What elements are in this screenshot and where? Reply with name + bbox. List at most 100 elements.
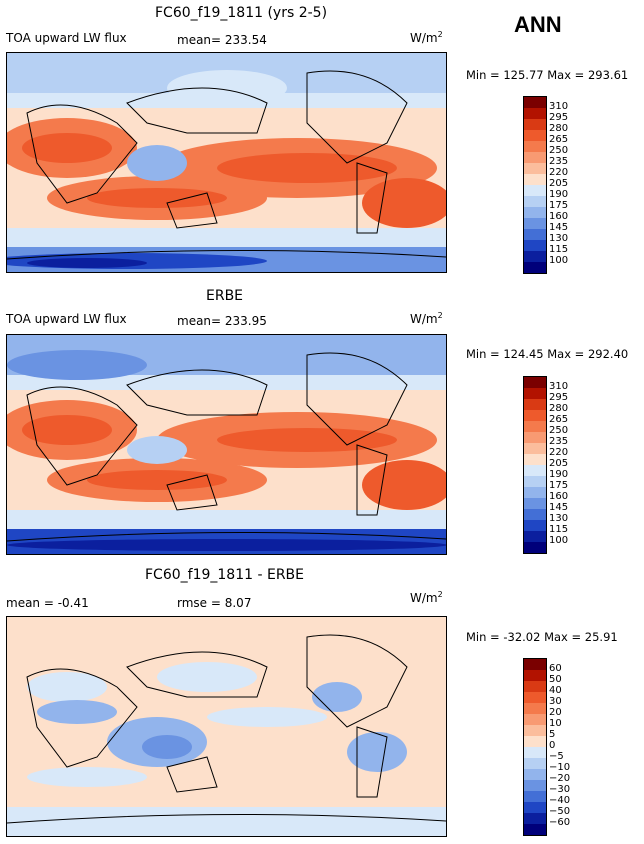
panel2-colorbar-band [524,388,546,399]
panel1-colorbar-tick-label: 160 [549,211,569,222]
panel3-colorbar-band [524,736,546,747]
panel1-colorbar-band [524,262,546,273]
panel3-colorbar-band [524,802,546,813]
panel2-colorbar-tick-label: 175 [549,480,569,491]
panel1-minmax: Min = 125.77 Max = 293.61 [466,68,629,82]
panel3-colorbar-tick-label: 20 [549,707,562,718]
panel1-variable: TOA upward LW flux [6,31,127,45]
panel2-colorbar-bands [524,377,546,553]
panel2-colorbar-tick-label: 145 [549,502,569,513]
panel3-title: FC60_f19_1811 - ERBE [145,567,304,583]
panel3-colorbar-band [524,769,546,780]
panel3-colorbar-ticks: 60 50 40 30 20 10 5 0 −5 −10 −20 −30 −40 −50 −60 [549,658,589,834]
panel2-colorbar-band [524,509,546,520]
panel2-title: ERBE [206,288,244,304]
panel1-colorbar-tick-label: 175 [549,200,569,211]
panel2-colorbar-band [524,443,546,454]
panel3-colorbar-tick-label: −20 [549,773,571,784]
panel2-minmax: Min = 124.45 Max = 292.40 [466,347,629,361]
panel2-colorbar-tick-label: 100 [549,535,569,546]
panel2-colorbar-tick-label: 295 [549,392,569,403]
panel2-colorbar-band [524,432,546,443]
panel2-colorbar-band [524,542,546,553]
panel3-colorbar-band [524,813,546,824]
panel3-colorbar-tick-label: −50 [549,806,571,817]
panel2-colorbar-band [524,465,546,476]
panel2-colorbar-tick-label: 250 [549,425,569,436]
panel1-colorbar-band [524,240,546,251]
panel3-colorbar-tick-label: 5 [549,729,556,740]
panel1-colorbar-tick-label: 265 [549,134,569,145]
panel2-variable: TOA upward LW flux [6,312,127,326]
panel3-colorbar-tick-label: −40 [549,795,571,806]
panel2-colorbar [523,376,547,554]
panel2-colorbar-band [524,476,546,487]
panel2-units: W/m2 [410,311,443,326]
panel2-colorbar-tick-label: 310 [549,381,569,392]
panel1-mean: mean= 233.54 [177,33,267,47]
panel3-colorbar-band [524,703,546,714]
panel2-colorbar-tick-label: 160 [549,491,569,502]
panel3-colorbar-tick-label: 0 [549,740,556,751]
panel2-colorbar-tick-label: 280 [549,403,569,414]
panel1-colorbar [523,96,547,274]
panel1-colorbar-band [524,218,546,229]
panel2-colorbar-band [524,399,546,410]
panel1-colorbar-band [524,152,546,163]
panel1-colorbar-tick-label: 220 [549,167,569,178]
panel3-colorbar-band [524,780,546,791]
panel1-colorbar-ticks: 310 295 280 265 250 235 220 205 190 175 160 145 130 1… [549,96,589,272]
panel1-colorbar-band [524,119,546,130]
panel3-colorbar-tick-label: 40 [549,685,562,696]
panel1-colorbar-band [524,97,546,108]
panel1-colorbar-band [524,141,546,152]
panel2-colorbar-band [524,421,546,432]
panel2-colorbar-band [524,520,546,531]
panel2-colorbar-band [524,487,546,498]
panel3-colorbar-band [524,670,546,681]
panel1-colorbar-tick-label: 190 [549,189,569,200]
panel1-colorbar-tick-label: 145 [549,222,569,233]
panel1-units-base: W/m [410,31,438,45]
panel3-units-base: W/m [410,591,438,605]
panel3-colorbar-bands [524,659,546,835]
panel1-colorbar-band [524,108,546,119]
panel2-colorbar-tick-label: 115 [549,524,569,535]
panel2-mean: mean= 233.95 [177,314,267,328]
panel3-rmse: rmse = 8.07 [177,596,252,610]
panel3-colorbar-tick-label: −5 [549,751,564,762]
panel2-colorbar-tick-label: 190 [549,469,569,480]
panel3-map-svg [7,617,446,836]
panel2-units-exp: 2 [437,311,443,320]
panel1-map [6,52,447,273]
panel3-colorbar-tick-label: 50 [549,674,562,685]
panel3-colorbar-band [524,714,546,725]
panel3-colorbar [523,658,547,836]
panel3-colorbar-band [524,725,546,736]
panel3-units-exp: 2 [437,590,443,599]
panel1-units: W/m2 [410,30,443,45]
panel1-colorbar-tick-label: 205 [549,178,569,189]
panel1-colorbar-tick-label: 115 [549,244,569,255]
panel1-colorbar-tick-label: 280 [549,123,569,134]
panel1-map-svg [7,53,446,272]
panel2-colorbar-ticks: 310 295 280 265 250 235 220 205 190 175 160 145 130 1… [549,376,589,552]
panel3-colorbar-band [524,659,546,670]
panel3-map [6,616,447,837]
panel1-colorbar-bands [524,97,546,273]
panel2-colorbar-tick-label: 235 [549,436,569,447]
panel1-colorbar-tick-label: 295 [549,112,569,123]
panel1-colorbar-tick-label: 130 [549,233,569,244]
panel3-colorbar-tick-label: −60 [549,817,571,828]
panel2-colorbar-band [524,498,546,509]
panel2-colorbar-tick-label: 130 [549,513,569,524]
panel3-mean: mean = -0.41 [6,596,89,610]
panel3-colorbar-tick-label: 10 [549,718,562,729]
panel3-colorbar-band [524,758,546,769]
panel2-colorbar-band [524,410,546,421]
panel1-colorbar-tick-label: 100 [549,255,569,266]
panel1-title: FC60_f19_1811 (yrs 2-5) [155,5,328,21]
panel3-colorbar-band [524,824,546,835]
panel3-colorbar-tick-label: 30 [549,696,562,707]
panel2-colorbar-tick-label: 205 [549,458,569,469]
